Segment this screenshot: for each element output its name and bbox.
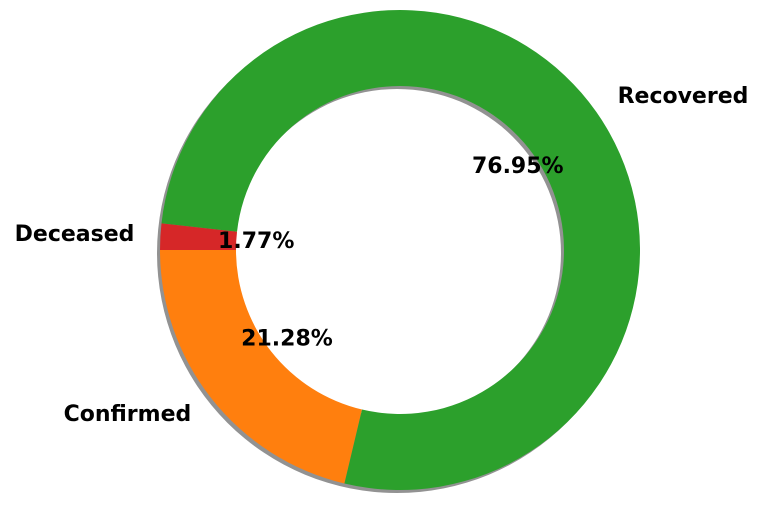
slice-confirmed — [160, 250, 363, 484]
slice-deceased — [160, 223, 238, 250]
donut-slices — [160, 9, 640, 490]
category-label-recovered: Recovered — [618, 84, 749, 109]
percent-label-confirmed: 21.28% — [241, 326, 333, 351]
donut-labels: Confirmed 21.28% Recovered 76.95% Deceased 1.… — [15, 84, 749, 427]
category-label-deceased: Deceased — [15, 222, 135, 247]
slice-recovered — [161, 9, 640, 490]
percent-label-recovered: 76.95% — [472, 154, 564, 179]
category-label-confirmed: Confirmed — [64, 402, 192, 427]
percent-label-deceased: 1.77% — [218, 229, 294, 254]
